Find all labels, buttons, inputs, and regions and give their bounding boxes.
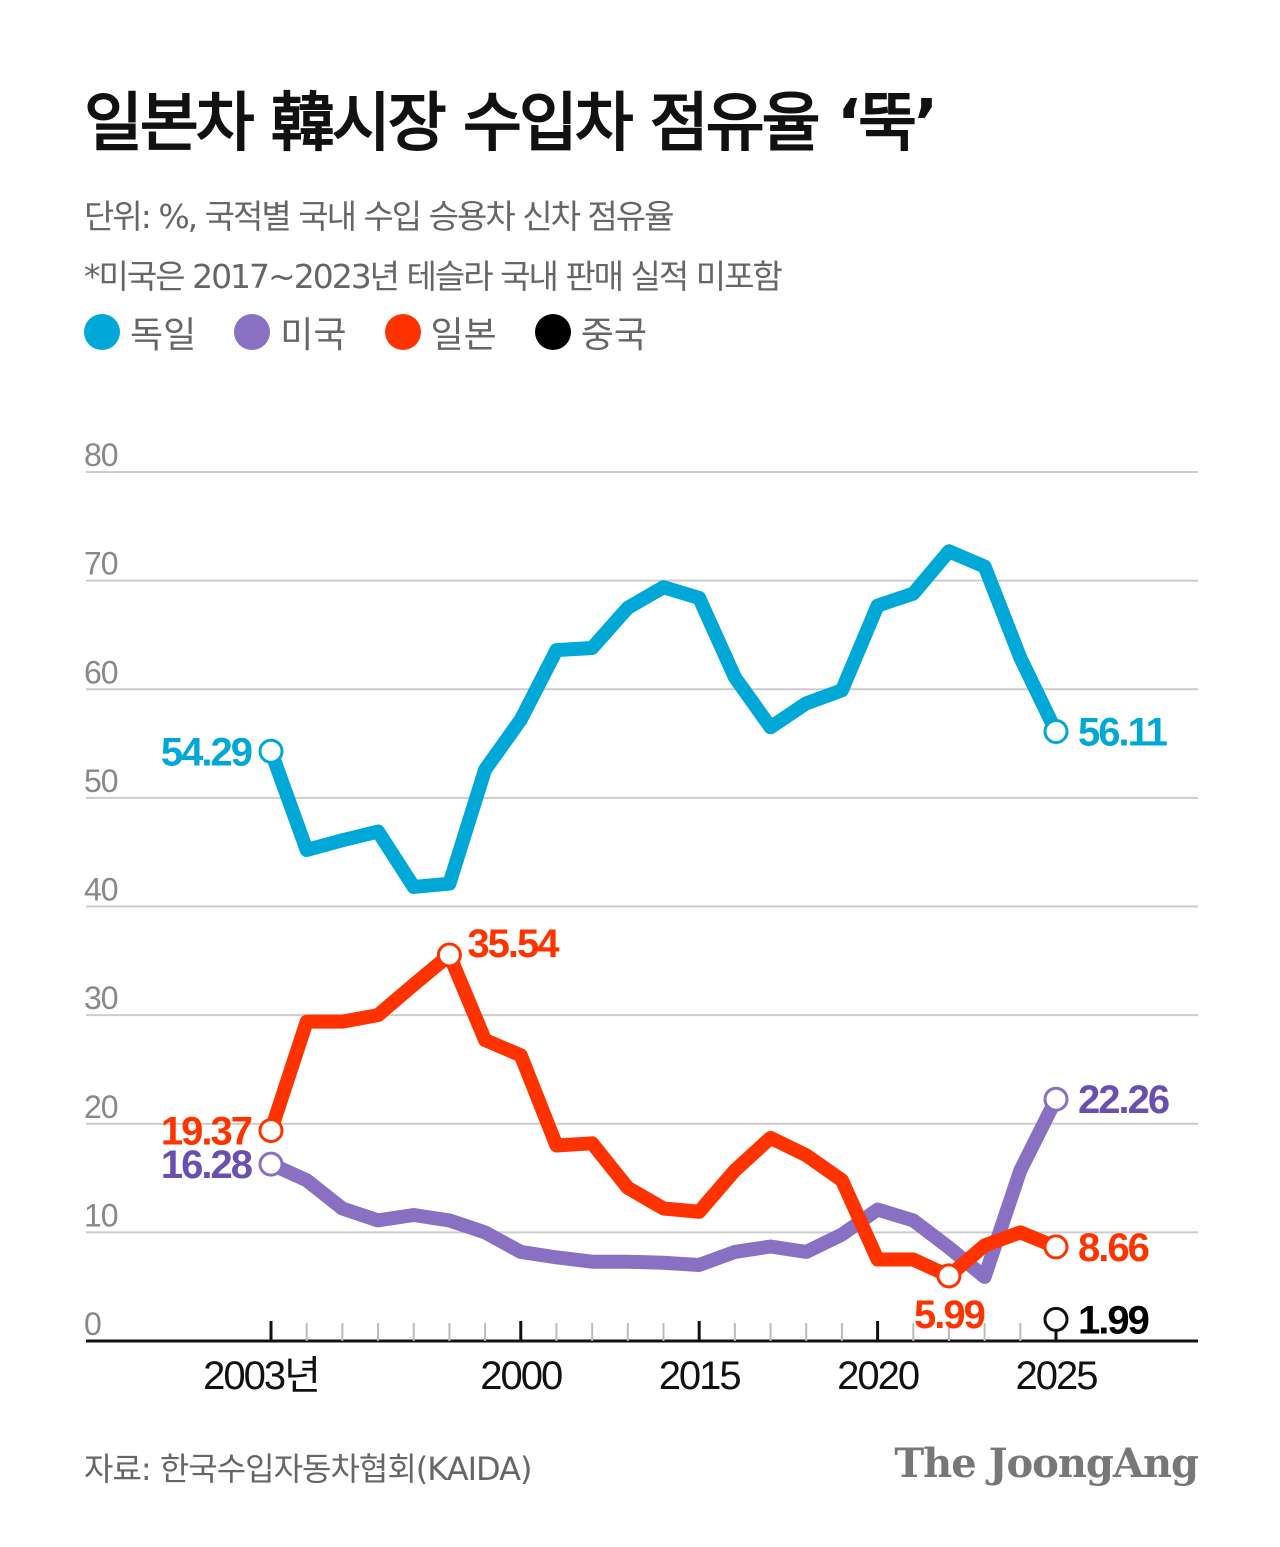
legend-label: 일본 xyxy=(430,315,497,356)
data-point xyxy=(258,738,284,764)
legend-label: 미국 xyxy=(280,315,347,356)
data-label: 1.99 xyxy=(1078,1298,1149,1342)
data-point xyxy=(936,1263,962,1289)
data-label: 8.66 xyxy=(1078,1226,1149,1270)
legend-swatch xyxy=(234,314,271,350)
data-point xyxy=(258,1151,284,1177)
data-point xyxy=(436,942,462,968)
y-tick-label: 50 xyxy=(84,763,118,799)
data-point xyxy=(1043,1306,1069,1332)
data-label: 22.26 xyxy=(1078,1078,1169,1122)
line-chart: 0 10 20 30 40 50 60 70 80 2003년 2000 2015 2020 2025 54… xyxy=(84,437,1198,1398)
y-tick-label: 0 xyxy=(84,1306,101,1342)
y-tick-label: 30 xyxy=(84,980,118,1016)
x-tick-label: 2020 xyxy=(837,1354,919,1398)
series-line-독일 xyxy=(264,544,1063,894)
chart-subtitle: 단위: %, 국적별 국내 수입 승용차 신차 점유율 xyxy=(84,197,675,236)
data-label: 35.54 xyxy=(467,922,560,966)
legend-swatch xyxy=(384,314,421,350)
legend-item: 미국 xyxy=(234,306,347,358)
x-tick-label: 2000 xyxy=(480,1354,562,1398)
data-point xyxy=(1043,719,1069,745)
y-tick-label: 80 xyxy=(84,437,118,473)
x-tick-label: 2015 xyxy=(659,1354,741,1398)
source-note: 자료: 한국수입자동차협회(KAIDA) xyxy=(84,1450,532,1488)
logo: The JoongAng xyxy=(894,1440,1199,1487)
series-line-일본 xyxy=(264,947,1063,1283)
chart-note: *미국은 2017~2023년 테슬라 국내 판매 실적 미포함 xyxy=(84,257,783,296)
data-label: 19.37 xyxy=(161,1110,252,1154)
data-point xyxy=(1043,1234,1069,1260)
chart-title: 일본차 韓시장 수입차 점유율 ‘뚝’ xyxy=(84,87,938,161)
legend-item: 일본 xyxy=(384,306,497,358)
legend-swatch xyxy=(534,314,571,350)
data-point xyxy=(1043,1086,1069,1112)
x-tick-label: 2025 xyxy=(1016,1354,1098,1398)
y-tick-label: 60 xyxy=(84,654,118,690)
series-line-미국 xyxy=(264,1092,1063,1284)
data-label: 5.99 xyxy=(914,1293,985,1337)
legend-item: 중국 xyxy=(534,306,647,358)
legend-item: 독일 xyxy=(84,306,196,358)
y-tick-label: 20 xyxy=(84,1089,118,1125)
data-label: 16.28 xyxy=(161,1143,253,1187)
legend-swatch xyxy=(84,314,120,350)
y-tick-label: 10 xyxy=(84,1197,118,1233)
legend-label: 독일 xyxy=(130,315,197,356)
y-tick-label: 70 xyxy=(84,546,118,582)
x-tick-label: 2003년 xyxy=(203,1354,319,1398)
legend-label: 중국 xyxy=(580,315,647,356)
data-label: 56.11 xyxy=(1078,711,1168,755)
y-tick-label: 40 xyxy=(84,872,118,908)
data-point xyxy=(258,1118,284,1144)
legend: 독일 미국 일본 중국 xyxy=(84,306,647,358)
data-label: 54.29 xyxy=(161,730,252,774)
